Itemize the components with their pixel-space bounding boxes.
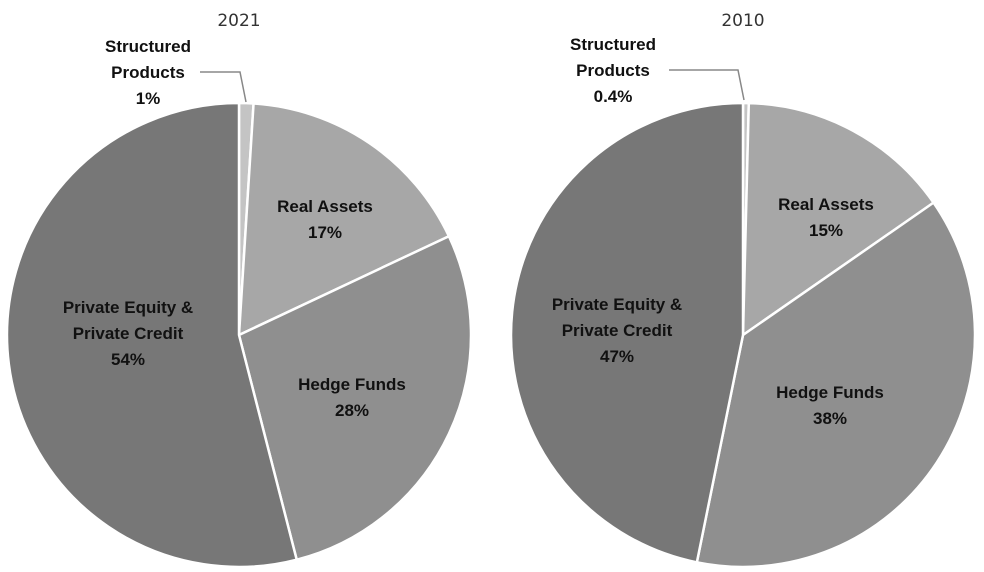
slice-category-label: Structured — [570, 35, 656, 54]
slice-value-label: 17% — [308, 223, 342, 242]
pie-slice-real-assets — [237, 102, 451, 337]
pie-chart-2021: 2021 Structured Products 1% Real Assets 17% He… — [5, 11, 473, 569]
slice-category-label: Real Assets — [778, 195, 874, 214]
pie-slice-private-equity-private-credit — [509, 101, 745, 564]
slice-category-label: Private Credit — [73, 324, 184, 343]
slice-category-label: Products — [111, 63, 185, 82]
slice-value-label: 38% — [813, 409, 847, 428]
leader-line — [200, 71, 247, 103]
chart-title: 2021 — [217, 11, 260, 31]
pie-slice-hedge-funds — [695, 201, 977, 569]
slice-value-label: 28% — [335, 401, 369, 420]
slice-value-label: 47% — [600, 347, 634, 366]
slice-category-label: Real Assets — [277, 197, 373, 216]
pie-slice-hedge-funds — [237, 234, 473, 561]
slice-value-label: 15% — [809, 221, 843, 240]
slice-category-label: Products — [576, 61, 650, 80]
slice-category-label: Hedge Funds — [298, 375, 406, 394]
pie-chart-2010: 2010 Structured Products 0.4% Real Assets 15%… — [509, 11, 977, 569]
slice-category-label: Structured — [105, 37, 191, 56]
slice-category-label: Private Equity & — [63, 298, 193, 317]
pie-slice-real-assets — [741, 101, 935, 337]
slice-value-label: 0.4% — [594, 87, 633, 106]
chart-title: 2010 — [721, 11, 764, 31]
slice-value-label: 54% — [111, 350, 145, 369]
leader-line — [669, 69, 745, 101]
pie-slice-private-equity-private-credit — [5, 101, 298, 569]
slice-category-label: Private Credit — [562, 321, 673, 340]
slice-value-label: 1% — [136, 89, 161, 108]
slice-category-label: Hedge Funds — [776, 383, 884, 402]
slice-category-label: Private Equity & — [552, 295, 682, 314]
